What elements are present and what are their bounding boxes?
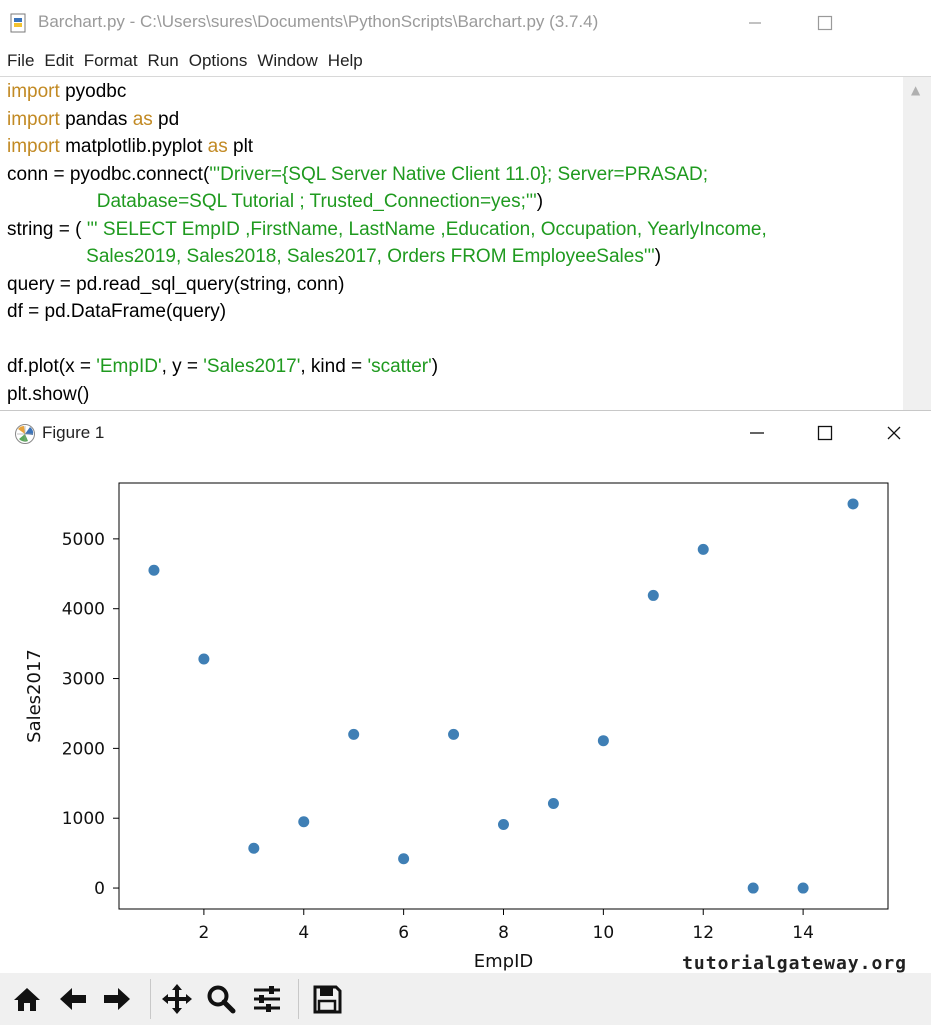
code-line-7: Sales2019, Sales2018, Sales2017, Orders …	[7, 246, 662, 267]
menu-format[interactable]: Format	[83, 51, 138, 70]
minimize-icon	[750, 432, 764, 434]
back-arrow-icon	[60, 988, 86, 1010]
x-tick-label: 10	[593, 923, 615, 943]
code-line-9: df = pd.DataFrame(query)	[7, 301, 227, 322]
toolbar-separator	[150, 979, 151, 1019]
home-icon	[14, 988, 40, 1011]
maximize-button[interactable]	[802, 8, 848, 38]
code-text[interactable]: import pyodbc import pandas as pd import m…	[7, 78, 767, 408]
figure-maximize-button[interactable]	[802, 417, 848, 449]
data-point	[448, 728, 460, 740]
y-tick-label: 0	[94, 879, 105, 899]
code-line-11: df.plot(x = 'EmpID', y = 'Sales2017', ki…	[7, 356, 439, 377]
figure-window: Figure 1 2 4 6 8 10 12 14 0 1000 2000 3000 4000 500…	[0, 410, 931, 1025]
minimize-button[interactable]	[732, 8, 778, 38]
figure-title: Figure 1	[42, 423, 105, 442]
watermark: tutorialgateway.org	[682, 953, 907, 974]
maximize-icon	[817, 15, 833, 31]
menu-bar: File Edit Format Run Options Window Help	[0, 46, 931, 77]
code-editor[interactable]: import pyodbc import pandas as pd import m…	[0, 77, 903, 410]
forward-button[interactable]	[100, 981, 134, 1017]
code-line-4: conn = pyodbc.connect('''Driver={SQL Ser…	[7, 163, 709, 185]
data-point	[747, 882, 759, 894]
menu-window[interactable]: Window	[257, 51, 318, 70]
data-point	[847, 498, 859, 510]
idle-editor-window: Barchart.py - C:\Users\sures\Documents\P…	[0, 0, 931, 410]
toolbar-separator	[298, 979, 299, 1019]
y-tick-label: 3000	[62, 670, 105, 690]
menu-file[interactable]: File	[7, 51, 35, 70]
x-axis-label: EmpID	[474, 951, 534, 972]
scroll-up-icon[interactable]: ▲	[911, 83, 921, 97]
x-tick-label: 8	[498, 923, 509, 943]
code-line-6: string = ( ''' SELECT EmpID ,FirstName, …	[7, 218, 767, 240]
code-line-2: import pandas as pd	[7, 108, 180, 130]
menu-options[interactable]: Options	[188, 51, 248, 70]
menu-help[interactable]: Help	[327, 51, 363, 70]
menu-edit[interactable]: Edit	[44, 51, 74, 70]
data-point	[348, 728, 360, 740]
python-file-icon	[10, 13, 26, 33]
pan-button[interactable]	[160, 981, 194, 1017]
zoom-button[interactable]	[204, 981, 238, 1017]
x-axis-ticks: 2 4 6 8 10 12 14	[198, 909, 814, 943]
y-axis-ticks: 0 1000 2000 3000 4000 5000	[62, 530, 119, 899]
x-tick-label: 12	[692, 923, 714, 943]
code-line-10	[7, 326, 767, 354]
configure-subplots-button[interactable]	[250, 981, 284, 1017]
x-tick-label: 14	[792, 923, 814, 943]
data-point	[198, 653, 210, 665]
figure-minimize-button[interactable]	[734, 417, 780, 449]
data-point	[148, 564, 160, 576]
data-point	[298, 816, 310, 828]
pan-icon	[162, 984, 192, 1014]
menu-run[interactable]: Run	[147, 51, 179, 70]
close-icon	[887, 426, 901, 440]
data-point	[797, 882, 809, 894]
minimize-icon	[749, 22, 761, 24]
scatter-points	[148, 498, 859, 894]
code-line-5: Database=SQL Tutorial ; Trusted_Connecti…	[7, 191, 544, 212]
code-line-8: query = pd.read_sql_query(string, conn)	[7, 273, 345, 295]
save-icon	[313, 985, 342, 1014]
home-button[interactable]	[10, 981, 44, 1017]
data-point	[248, 842, 260, 854]
maximize-icon	[817, 425, 833, 441]
scatter-plot[interactable]: 2 4 6 8 10 12 14 0 1000 2000 3000 4000 5000 EmpID S…	[0, 455, 931, 973]
data-point	[647, 589, 659, 601]
data-point	[398, 853, 410, 865]
x-tick-label: 4	[298, 923, 309, 943]
matplotlib-icon	[15, 424, 35, 444]
code-line-3: import matplotlib.pyplot as plt	[7, 136, 254, 157]
figure-toolbar	[0, 973, 931, 1025]
zoom-icon	[207, 985, 236, 1014]
data-point	[697, 543, 709, 555]
data-point	[597, 735, 609, 747]
save-button[interactable]	[310, 981, 344, 1017]
figure-close-button[interactable]	[871, 417, 917, 449]
x-tick-label: 2	[198, 923, 209, 943]
code-line-12: plt.show()	[7, 383, 90, 405]
data-point	[547, 798, 559, 810]
y-tick-label: 1000	[62, 809, 105, 829]
sliders-icon	[254, 986, 280, 1012]
back-button[interactable]	[56, 981, 90, 1017]
y-tick-label: 2000	[62, 739, 105, 759]
data-point	[498, 818, 509, 830]
plot-axes	[118, 482, 889, 910]
x-tick-label: 6	[398, 923, 409, 943]
y-tick-label: 4000	[62, 600, 105, 620]
editor-title: Barchart.py - C:\Users\sures\Documents\P…	[38, 12, 599, 31]
y-axis-label: Sales2017	[24, 649, 45, 743]
code-line-1: import pyodbc	[7, 81, 127, 102]
editor-scrollbar[interactable]: ▲	[903, 77, 931, 410]
y-tick-label: 5000	[62, 530, 105, 550]
figure-title-bar[interactable]: Figure 1	[0, 411, 931, 455]
forward-arrow-icon	[104, 988, 130, 1010]
editor-title-bar[interactable]: Barchart.py - C:\Users\sures\Documents\P…	[0, 0, 931, 46]
